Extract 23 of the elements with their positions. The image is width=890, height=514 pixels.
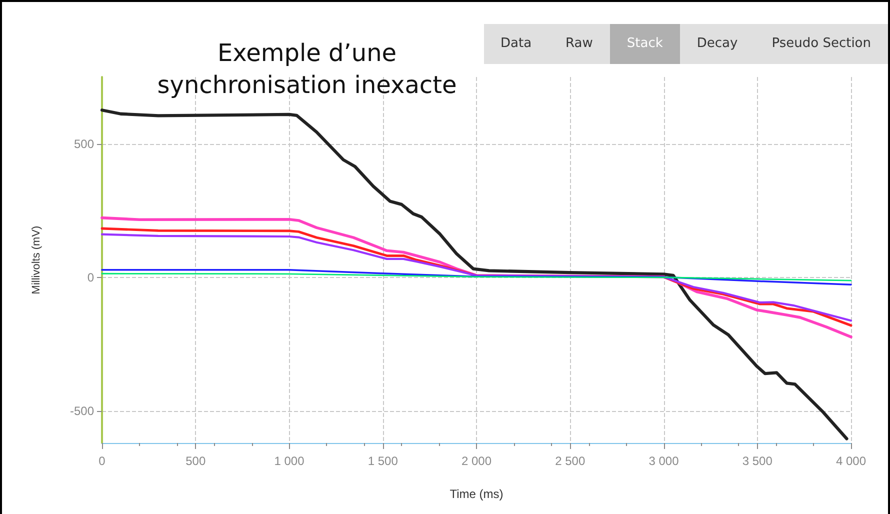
x-tick-label: 1 000 — [274, 454, 305, 468]
x-tick-label: 4 000 — [836, 454, 866, 468]
text: Stack — [610, 24, 680, 64]
line-series — [101, 272, 852, 282]
text: Decay — [696, 35, 739, 53]
x-tick-label: 3 000 — [648, 454, 680, 468]
x-tick-label: 3 500 — [742, 454, 773, 468]
x-tick-label: 0 — [98, 454, 106, 468]
y-tick-label: 0 — [87, 270, 94, 284]
line-series — [101, 269, 852, 286]
x-tick-label: 2 000 — [461, 454, 492, 468]
x-tick-label: 2 500 — [555, 454, 586, 468]
text: Pseudo Section — [770, 35, 872, 53]
x-tick-label: 1 500 — [368, 454, 398, 468]
y-axis-title: Millivolts (mV) — [30, 226, 42, 294]
text: Data — [500, 35, 533, 53]
text: Raw — [564, 35, 594, 53]
x-axis-title: Time (ms) — [450, 487, 504, 501]
chart-title: Exemple d’une synchronisation inexacte — [157, 39, 457, 99]
x-tick-label: 500 — [186, 454, 206, 468]
line-series — [100, 108, 848, 440]
y-tick-label: -500 — [70, 404, 94, 418]
y-tick-label: 500 — [74, 136, 94, 151]
